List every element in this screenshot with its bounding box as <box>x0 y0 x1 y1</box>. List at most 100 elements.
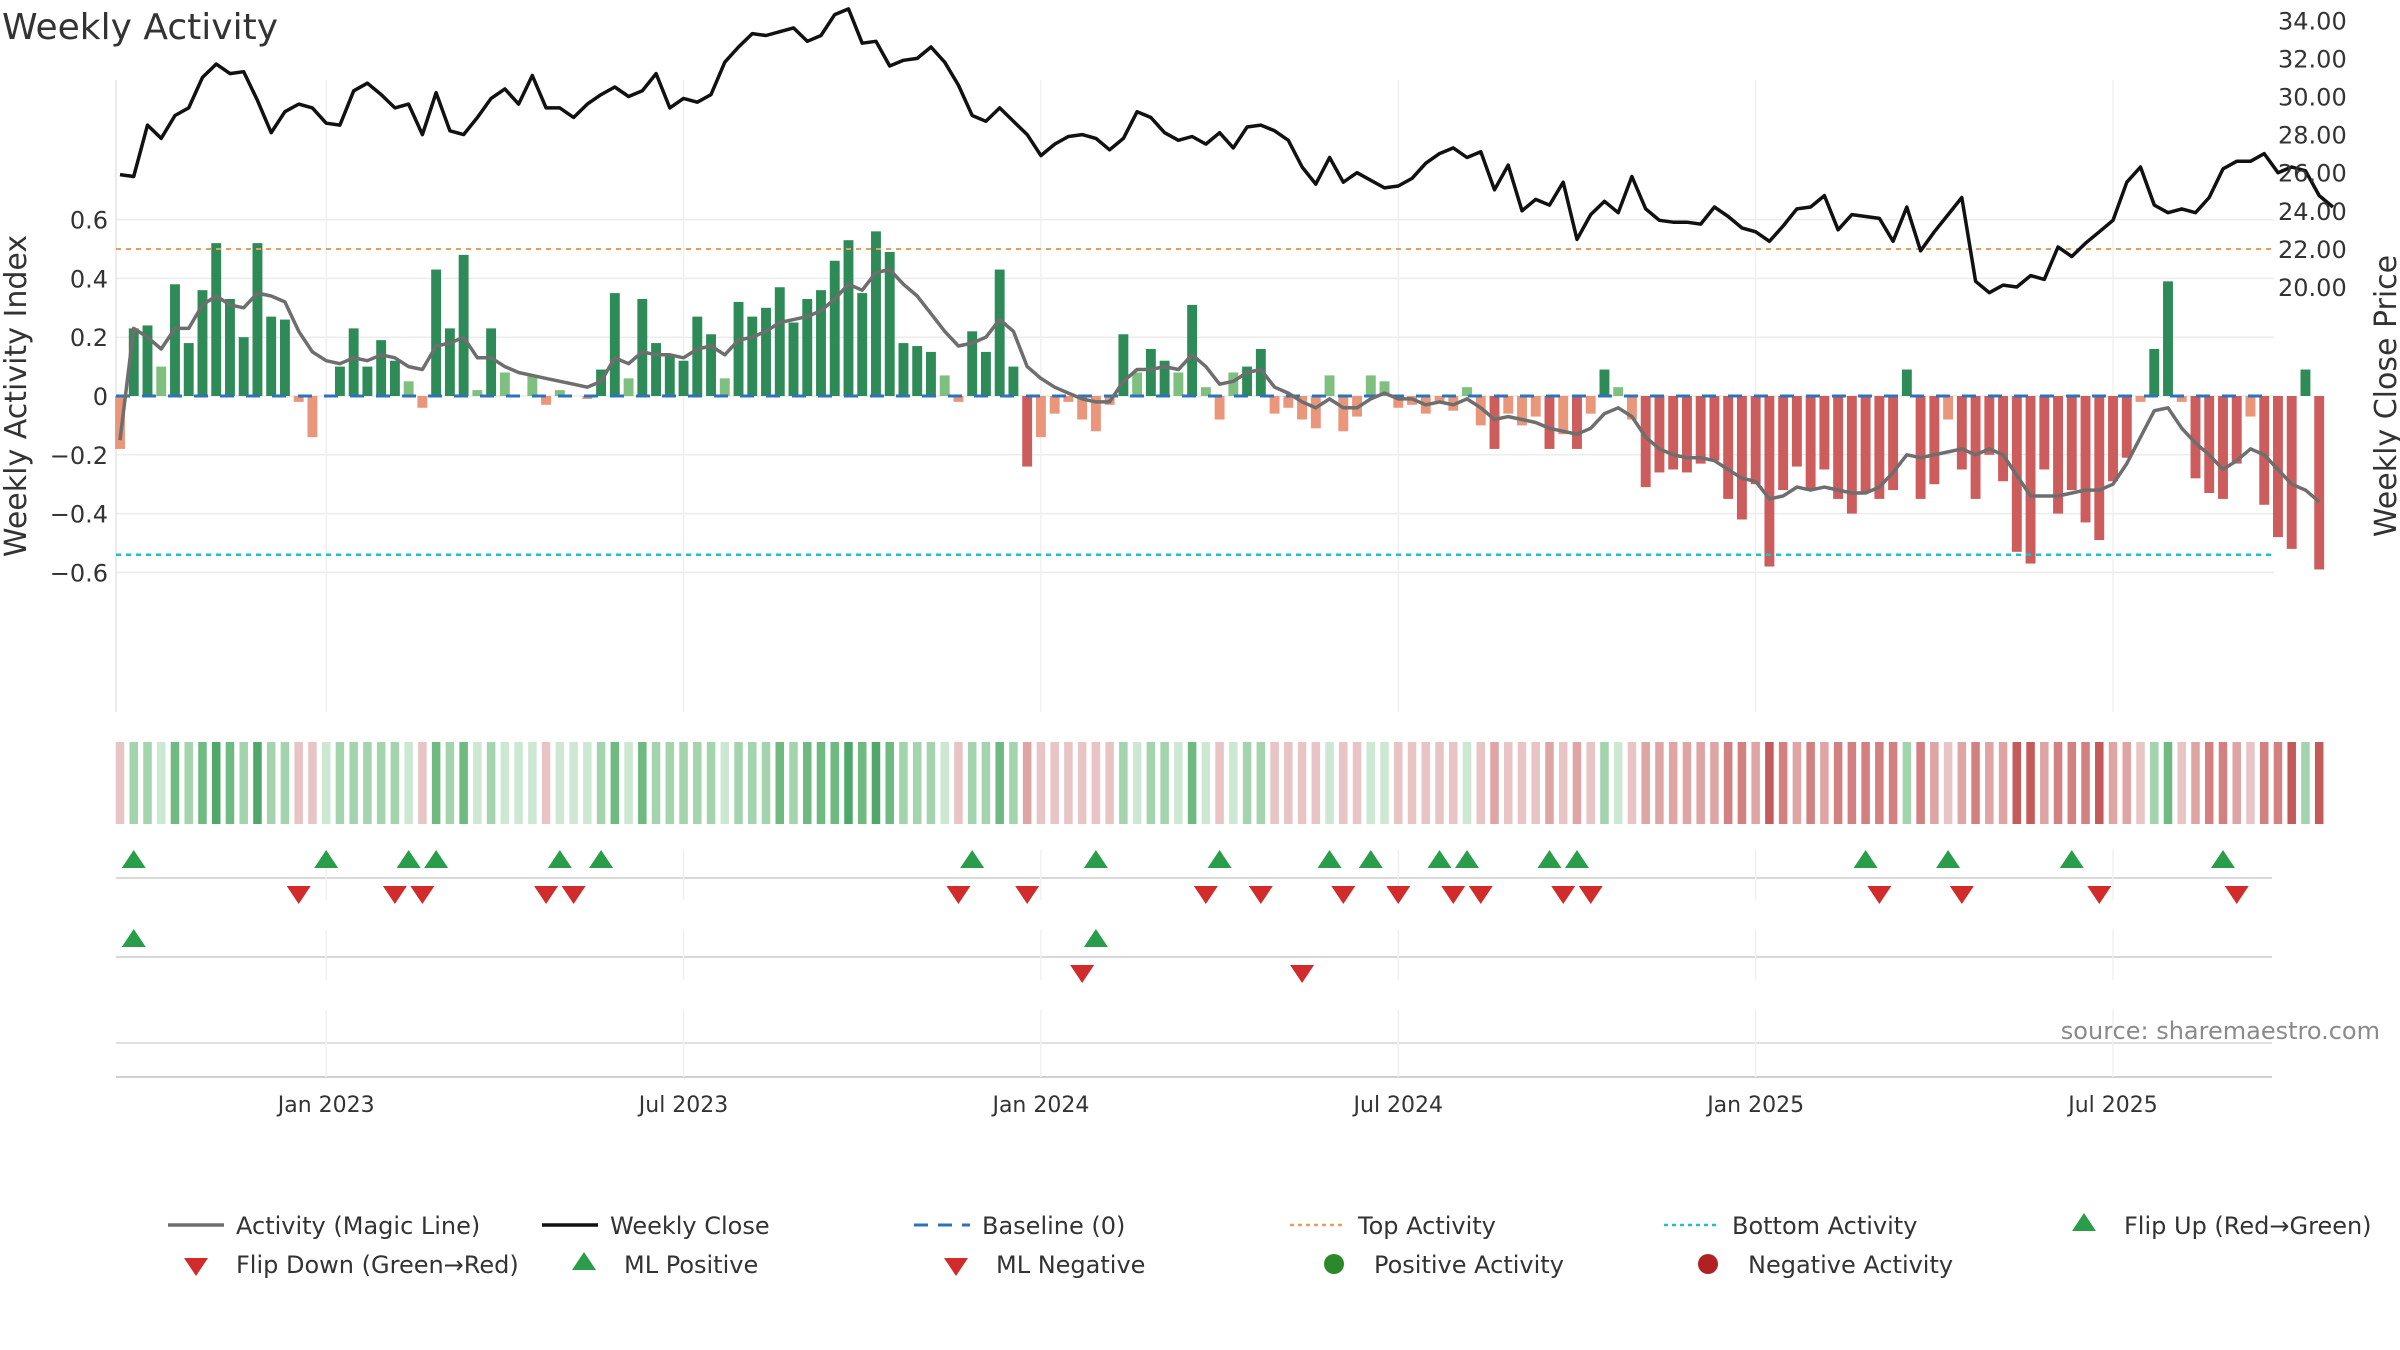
legend-triangle-down-icon <box>944 1258 968 1276</box>
flip-up-marker <box>1083 850 1108 868</box>
heatmap-cell <box>211 742 221 824</box>
heatmap-cell <box>390 742 400 824</box>
activity-bar <box>142 325 153 396</box>
activity-bar <box>376 340 387 396</box>
activity-bar <box>1489 396 1500 449</box>
heatmap-cell <box>720 742 730 824</box>
activity-bar <box>444 328 455 396</box>
activity-bar <box>637 298 648 396</box>
activity-bar <box>1132 372 1143 396</box>
activity-bar <box>211 243 222 396</box>
heatmap-cell <box>1930 742 1939 824</box>
flip-down-marker <box>410 886 435 904</box>
activity-bar <box>939 375 950 396</box>
legend-circle-icon <box>1324 1254 1344 1274</box>
heatmap-cell <box>1394 742 1403 824</box>
x-axis: Jan 2023 Jul 2023 Jan 2024 Jul 2024 Jan 2025… <box>116 1010 2272 1118</box>
activity-bar <box>2286 396 2297 549</box>
heatmap-cell <box>802 742 812 824</box>
activity-bar <box>266 316 277 396</box>
activity-bar <box>953 396 964 402</box>
heatmap-cell <box>2040 742 2049 824</box>
heatmap-cell <box>981 742 991 824</box>
activity-bar <box>926 351 936 396</box>
activity-bar <box>1654 396 1665 473</box>
heatmap-cell <box>1215 742 1224 824</box>
activity-bar <box>1585 396 1596 414</box>
heatmap-cell <box>1407 742 1417 824</box>
activity-bar <box>1901 369 1912 396</box>
heatmap-cell <box>2136 742 2145 824</box>
activity-bar <box>1668 396 1679 470</box>
activity-bar <box>1791 396 1802 467</box>
activity-bar <box>706 334 716 396</box>
heatmap-cell <box>1174 742 1183 824</box>
activity-bar <box>486 328 497 396</box>
heatmap-cell <box>1270 742 1279 824</box>
heatmap-cell <box>1132 742 1142 824</box>
activity-bar <box>527 375 538 396</box>
activity-bar <box>857 293 868 396</box>
activity-bar <box>1173 372 1184 396</box>
ml-markers-panel <box>116 929 2272 983</box>
heatmap-cell <box>363 742 372 824</box>
heatmap-cell <box>2108 742 2118 824</box>
heatmap-cell <box>115 742 125 824</box>
x-tick-label: Jan 2024 <box>990 1093 1089 1118</box>
heatmap-cell <box>2273 742 2283 824</box>
activity-bar <box>1778 396 1789 491</box>
legend-label: Bottom Activity <box>1732 1212 1917 1240</box>
activity-bar <box>156 366 167 396</box>
flip-up-marker <box>960 850 985 868</box>
flip-up-marker <box>1455 850 1480 868</box>
activity-bar <box>1269 396 1280 414</box>
activity-bar <box>554 390 565 396</box>
legend: Activity (Magic Line) Weekly Close Baselin… <box>168 1212 2372 1279</box>
activity-bar <box>1819 396 1830 470</box>
activity-bar <box>2163 281 2173 396</box>
activity-bar <box>197 290 208 396</box>
flip-up-marker <box>1427 850 1452 868</box>
heatmap-cell <box>1352 742 1362 824</box>
heatmap-cell <box>1449 742 1458 824</box>
x-tick-label: Jan 2025 <box>1705 1093 1804 1118</box>
heatmap-cell <box>610 742 620 824</box>
legend-item: Negative Activity <box>1698 1251 1953 1279</box>
heatmap-cell <box>321 742 331 824</box>
activity-bar <box>816 290 826 396</box>
activity-bar <box>1379 381 1390 396</box>
activity-bar <box>1558 396 1569 435</box>
activity-bar <box>774 287 785 396</box>
activity-bar <box>2094 396 2105 541</box>
activity-bar <box>1599 369 1610 396</box>
heatmap-cell <box>376 742 386 824</box>
activity-bar <box>115 396 125 449</box>
heatmap-cell <box>1820 742 1829 824</box>
activity-bar <box>1544 396 1555 449</box>
heatmap-cell <box>1339 742 1348 824</box>
activity-bar <box>334 366 345 396</box>
activity-bar <box>2108 396 2118 482</box>
heatmap-cell <box>940 742 949 824</box>
activity-bar <box>1984 396 1995 455</box>
heatmap-cell <box>748 742 757 824</box>
left-tick-label: 0.4 <box>70 265 108 293</box>
heatmap-cell <box>1696 742 1705 824</box>
heatmap-cell <box>1737 742 1747 824</box>
flip-up-marker <box>1564 850 1589 868</box>
activity-bar <box>761 307 771 396</box>
heatmap-cell <box>2163 742 2173 824</box>
heatmap-cell <box>583 742 592 824</box>
activity-bar <box>1475 396 1486 426</box>
flip-down-marker <box>1468 886 1493 904</box>
heatmap-cell <box>638 742 647 824</box>
activity-bar <box>362 366 373 396</box>
activity-bar <box>994 269 1005 396</box>
legend-label: Weekly Close <box>610 1212 770 1240</box>
heatmap-cell <box>1325 742 1334 824</box>
activity-bar <box>1393 396 1404 408</box>
activity-bar <box>843 240 854 396</box>
flip-down-marker <box>1015 886 1040 904</box>
heatmap-cell <box>239 742 248 824</box>
heatmap-cell <box>1229 742 1238 824</box>
